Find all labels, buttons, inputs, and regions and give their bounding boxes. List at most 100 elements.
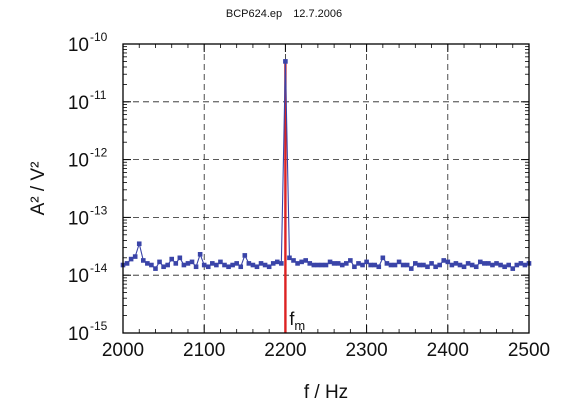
data-point-marker [441,258,447,263]
data-point-marker [214,262,219,268]
data-point-marker [157,259,162,265]
data-point-marker [303,258,308,263]
data-point-marker [128,256,134,262]
x-tick-label: 2400 [427,340,469,361]
data-point-marker [205,264,211,270]
x-axis-label: f / Hz [304,382,348,403]
y-tick-exponent: -14 [90,261,108,275]
data-point-marker [372,262,378,268]
data-point-marker [453,261,459,266]
data-point-marker [348,258,353,263]
data-point-marker [364,259,369,265]
data-point-marker [210,261,215,266]
data-point-marker [421,262,426,268]
y-tick-exponent: -12 [90,146,108,160]
data-point-marker [165,262,170,268]
y-tick-label: 10 [68,151,89,172]
data-point-marker [291,258,296,263]
y-tick-exponent: -11 [90,88,107,102]
y-tick-exponent: -10 [90,30,108,44]
x-tick-label: 2500 [508,340,550,361]
data-point-marker [490,262,495,268]
data-point-marker [502,264,507,270]
data-point-marker [177,255,183,261]
data-point-marker [254,264,260,270]
y-axis-label: A² / V² [28,162,49,216]
data-point-marker [274,259,280,265]
data-point-marker [473,264,479,270]
data-point-marker [136,241,142,247]
data-point-marker [124,261,130,266]
data-point-marker [376,264,382,270]
y-tick-exponent: -13 [90,203,108,217]
data-point-marker [193,264,199,270]
data-point-marker [425,264,430,270]
data-point-marker [295,261,300,266]
data-point-marker [482,261,487,266]
y-tick-label: 10 [68,35,89,56]
x-tick-label: 2000 [102,340,144,361]
data-point-marker [270,261,276,266]
data-point-marker [352,264,357,270]
data-point-marker [250,262,256,268]
data-point-marker [262,262,268,268]
data-point-marker [185,261,191,266]
data-point-marker [218,259,223,265]
series-line [122,61,530,270]
data-point-marker [360,262,365,268]
y-tick-exponent: -15 [90,319,108,333]
data-point-marker [388,262,394,268]
data-point-marker [400,262,406,268]
data-point-marker [258,261,264,266]
data-point-marker [327,259,333,265]
data-point-marker [486,261,491,266]
data-point-marker [287,255,292,261]
data-point-marker [145,261,150,266]
data-point-marker [189,259,195,265]
data-point-marker [510,266,516,271]
data-point-marker [461,264,467,270]
data-point-marker [392,262,398,268]
data-point-marker [335,261,341,266]
data-point-marker [413,261,418,266]
data-point-marker [132,254,138,259]
data-point-marker [234,261,239,266]
data-point-marker [522,262,528,268]
x-tick-label: 2300 [345,340,387,361]
data-point-marker [417,262,422,268]
data-point-marker [283,59,288,64]
data-point-marker [344,261,349,266]
marker-line-label: fm [289,309,305,333]
data-point-marker [161,264,166,270]
data-point-marker [339,262,345,268]
data-point-marker [514,262,520,268]
data-point-marker [380,255,386,261]
x-tick-labels: 2000 2100 2200 2300 2400 2500 [102,340,550,361]
plot-date: 12.7.2006 [293,8,343,20]
data-point-marker [465,261,471,266]
data-point-marker [230,262,235,268]
data-point-marker [384,261,390,266]
data-point-marker [445,259,451,265]
y-tick-label: 10 [68,266,89,287]
data-point-marker [498,262,503,268]
data-point-marker [242,253,248,258]
x-tick-label: 2200 [264,340,306,361]
data-point-marker [396,259,402,265]
x-tick-label: 2100 [183,340,225,361]
data-point-marker [173,261,179,266]
data-point-marker [181,262,187,268]
data-point-marker [494,261,499,266]
data-point-marker [506,262,511,268]
data-point-marker [368,262,373,268]
data-point-marker [238,264,244,270]
y-tick-label: 10 [68,208,89,229]
data-point-marker [356,261,361,266]
data-point-marker [477,259,483,265]
data-point-marker [429,261,434,266]
data-point-marker [149,262,154,268]
data-point-marker [469,262,475,268]
data-point-marker [226,264,231,270]
